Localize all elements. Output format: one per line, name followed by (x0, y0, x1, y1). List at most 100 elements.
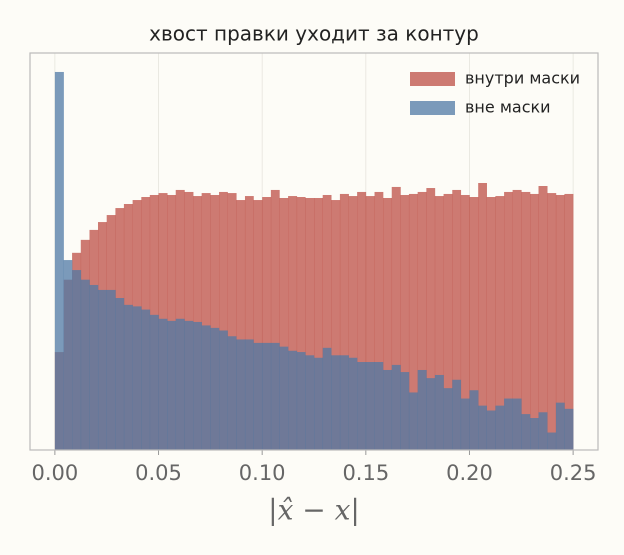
x-tick-label: 0.05 (135, 461, 182, 485)
bar (521, 414, 531, 450)
bar (443, 388, 453, 450)
bar (417, 191, 427, 450)
bar (331, 200, 341, 450)
bar (132, 306, 142, 450)
legend-swatch (410, 72, 455, 86)
bar (227, 193, 237, 450)
bar (279, 197, 289, 450)
bar (106, 289, 116, 450)
bar (54, 71, 64, 450)
x-tick-label: 0.10 (239, 461, 286, 485)
legend-swatch (410, 101, 455, 115)
bar (383, 369, 393, 450)
bar (244, 196, 254, 450)
bar (460, 194, 470, 450)
bar (331, 355, 341, 450)
bar (210, 327, 220, 450)
bar (469, 390, 479, 450)
bar (296, 197, 306, 450)
bar (253, 342, 263, 450)
bar (452, 379, 462, 450)
bar (426, 378, 436, 450)
bar (141, 309, 151, 450)
plot-frame (29, 52, 599, 451)
bar (408, 392, 418, 450)
bar (564, 193, 574, 450)
bar (288, 350, 298, 450)
bar (495, 405, 505, 450)
bar (434, 374, 444, 450)
bar (478, 405, 487, 450)
bar (175, 318, 185, 450)
bar (314, 197, 324, 450)
x-tick-label: 0.15 (342, 461, 389, 485)
bar (201, 193, 211, 450)
bar (357, 362, 367, 450)
bar (236, 339, 246, 450)
bar (167, 320, 177, 450)
bar (149, 314, 159, 450)
bar (486, 197, 496, 450)
x-axis-label: |x̂ − x| (268, 494, 360, 527)
chart-title: хвост правки уходит за контур (149, 22, 479, 46)
bar (244, 339, 254, 450)
bar (219, 330, 228, 450)
bar (288, 196, 298, 450)
bar (270, 342, 280, 450)
bar (236, 200, 246, 450)
bar (348, 196, 358, 450)
bar (193, 321, 202, 450)
bar (63, 260, 73, 450)
bar (530, 418, 539, 450)
bar (383, 197, 393, 450)
bar (158, 318, 168, 450)
bar (348, 357, 358, 450)
bar (564, 408, 574, 450)
bar (305, 355, 315, 450)
bar (314, 357, 324, 450)
bar (547, 193, 557, 450)
bar (374, 191, 384, 450)
bar (80, 279, 90, 450)
bar (279, 346, 289, 450)
bar (339, 193, 349, 450)
x-tick-label: 0.25 (550, 461, 597, 485)
bar (262, 197, 272, 450)
bar (123, 304, 133, 450)
bar (391, 186, 401, 451)
bar (400, 194, 410, 450)
bar (538, 186, 548, 451)
bar (322, 194, 332, 450)
bar (547, 432, 557, 450)
bar (210, 194, 220, 450)
bar (219, 191, 228, 450)
bar (452, 189, 462, 451)
bar (408, 193, 418, 450)
bar (469, 197, 479, 450)
bar (478, 182, 487, 450)
bar (365, 196, 375, 450)
bar (357, 191, 367, 450)
bar (227, 336, 237, 450)
bar (365, 362, 375, 450)
bar (486, 410, 496, 450)
bar (495, 196, 505, 450)
bar (504, 191, 513, 450)
bar (115, 298, 125, 450)
bar (538, 412, 548, 450)
bar (184, 320, 194, 450)
bar (434, 196, 444, 450)
bar (400, 372, 410, 450)
bar (555, 402, 565, 450)
bar (253, 200, 263, 450)
bar (460, 398, 470, 450)
x-tick-label: 0.00 (31, 461, 78, 485)
bar (555, 194, 565, 450)
bar (270, 189, 280, 451)
bar (322, 347, 332, 450)
bar (512, 398, 522, 450)
bar (262, 342, 272, 450)
legend-label: вне маски (465, 98, 551, 117)
bar (512, 189, 522, 451)
